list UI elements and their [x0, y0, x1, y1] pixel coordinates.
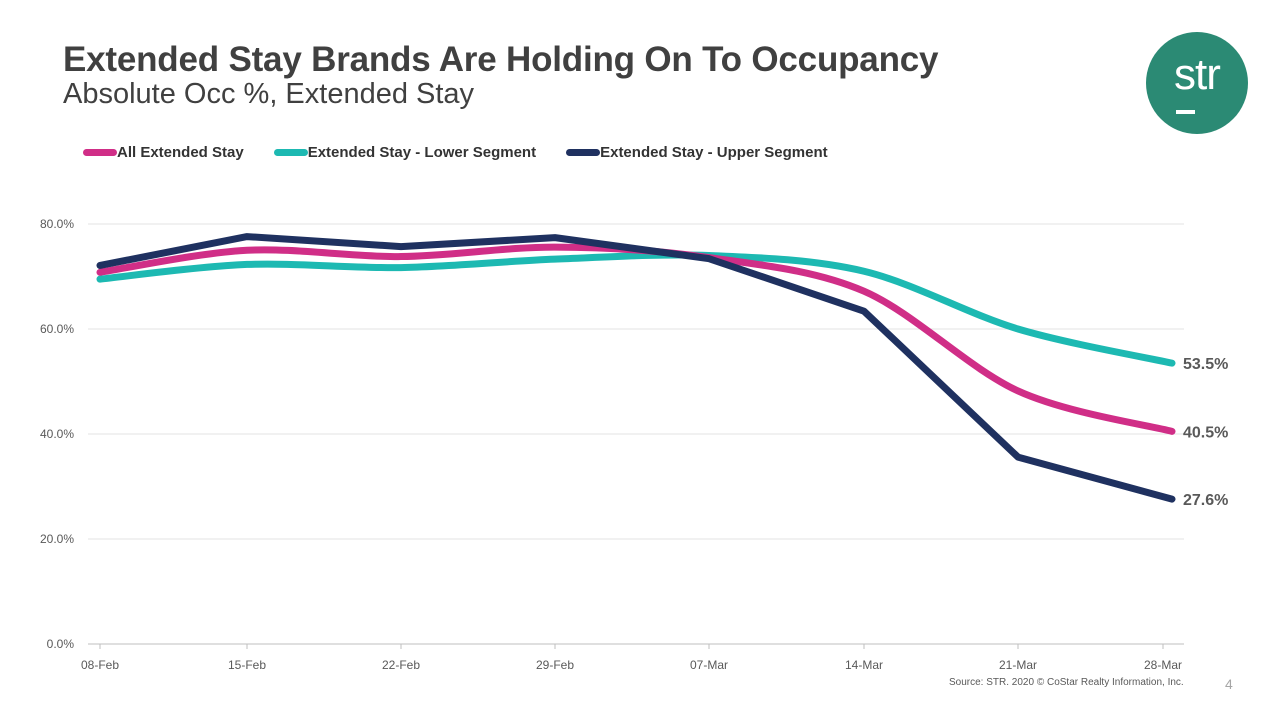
end-value-label: 40.5%: [1183, 424, 1228, 441]
x-tick-label: 28-Mar: [1144, 658, 1182, 672]
x-tick-label: 08-Feb: [81, 658, 119, 672]
y-tick-label: 20.0%: [40, 532, 74, 546]
x-tick-label: 15-Feb: [228, 658, 266, 672]
page-subtitle: Absolute Occ %, Extended Stay: [63, 78, 475, 110]
str-logo: str: [1146, 32, 1248, 134]
y-tick-label: 80.0%: [40, 217, 74, 231]
series-line-lower-segment: [96, 251, 1176, 367]
page-number: 4: [1225, 676, 1233, 692]
x-tick-label: 29-Feb: [536, 658, 574, 672]
legend-swatch-all: [83, 148, 117, 156]
legend-swatch-upper: [566, 148, 601, 156]
page-title: Extended Stay Brands Are Holding On To O…: [63, 40, 939, 79]
legend-item-lower: Extended Stay - Lower Segment: [273, 143, 537, 161]
logo-underline: [1176, 110, 1195, 114]
chart-legend: All Extended Stay Extended Stay - Lower …: [83, 141, 858, 163]
y-tick-label: 40.0%: [40, 427, 74, 441]
logo-text: str: [1174, 50, 1221, 99]
legend-item-all: All Extended Stay: [83, 144, 244, 161]
y-tick-label: 0.0%: [47, 637, 75, 651]
end-value-label: 27.6%: [1183, 492, 1228, 509]
y-tick-label: 60.0%: [40, 322, 74, 336]
x-tick-label: 22-Feb: [382, 658, 420, 672]
legend-item-upper: Extended Stay - Upper Segment: [566, 144, 828, 161]
x-tick-label: 21-Mar: [999, 658, 1037, 672]
x-tick-label: 07-Mar: [690, 658, 728, 672]
legend-label-all: All Extended Stay: [117, 143, 244, 161]
end-value-label: 53.5%: [1183, 356, 1228, 373]
legend-label-lower: Extended Stay - Lower Segment: [307, 143, 537, 161]
series-line-all-extended-stay: [96, 243, 1176, 435]
x-tick-label: 14-Mar: [845, 658, 883, 672]
legend-label-upper: Extended Stay - Upper Segment: [600, 143, 828, 161]
series-line-upper-segment: [96, 233, 1176, 503]
legend-swatch-lower: [273, 148, 308, 156]
source-footnote: Source: STR. 2020 © CoStar Realty Inform…: [949, 677, 1184, 688]
